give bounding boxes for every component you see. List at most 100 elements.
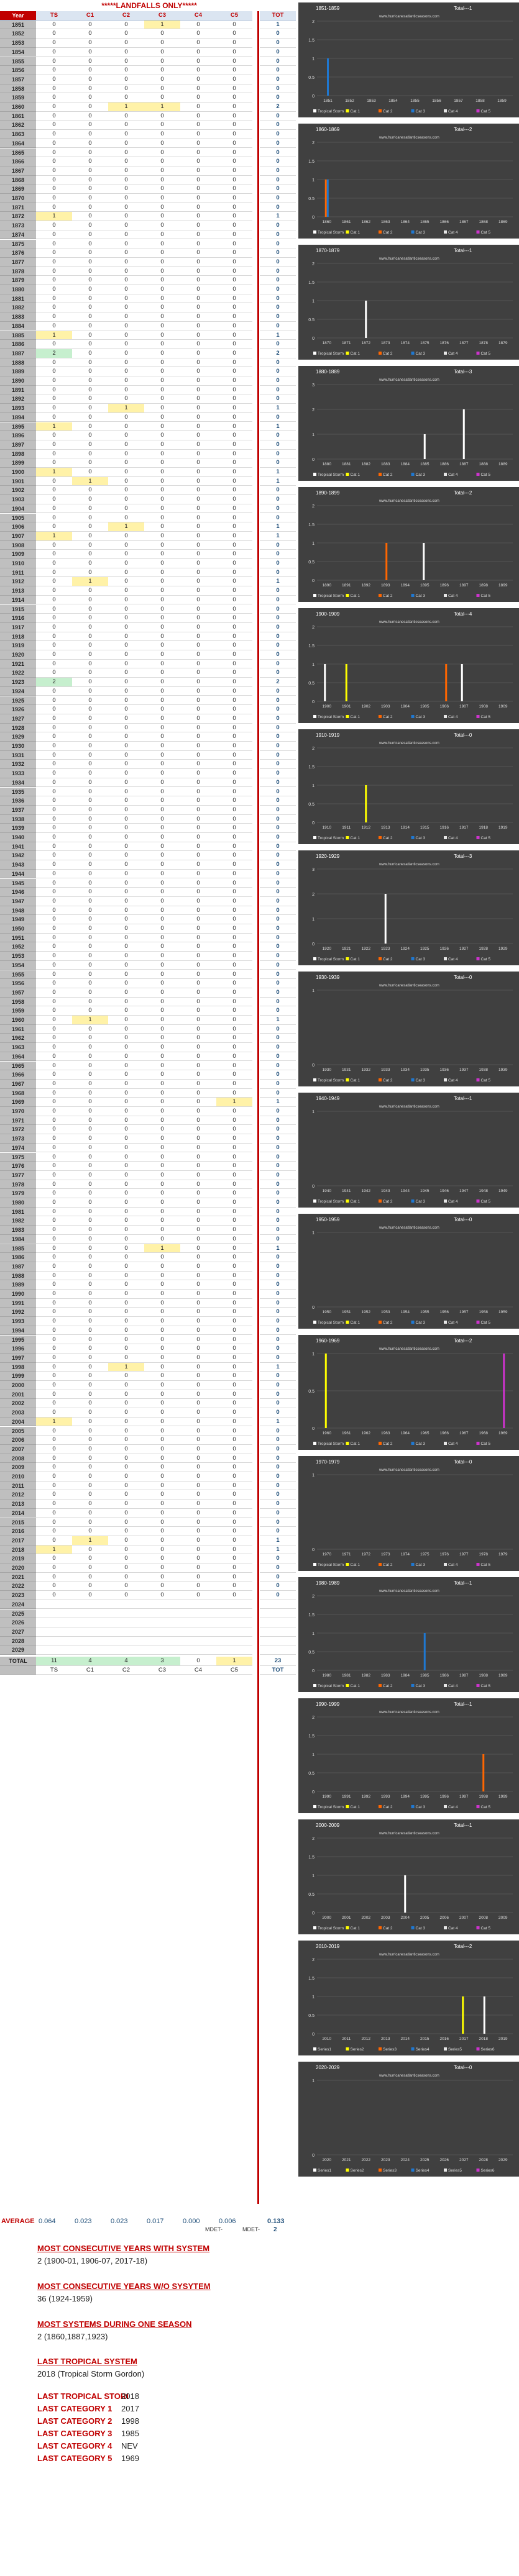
table-row-cell-0: 1897 (0, 440, 36, 450)
decade-chart: 1900-1909 Total---4 www.hurricanesatlantic… (298, 608, 519, 723)
chart-xtick: 2000 (323, 1916, 332, 1920)
table-row-cell-6: 0 (216, 732, 252, 742)
table-row-cell-4: 0 (144, 1098, 180, 1107)
table-row-cell-5: 0 (180, 714, 216, 724)
table-row-cell-6: 0 (216, 1089, 252, 1098)
table-row-cell-7: 1 (260, 1244, 296, 1254)
table-row-cell-1: 0 (36, 367, 72, 376)
table-row-cell-6: 0 (216, 1016, 252, 1025)
chart-total: Total---1 (454, 1823, 472, 1828)
table-row-cell-4: 0 (144, 1308, 180, 1318)
table-row-cell-2: 0 (72, 1518, 108, 1527)
table-row-cell-3: 0 (108, 705, 144, 714)
table-row-cell-4: 0 (144, 998, 180, 1007)
chart-legend-label: Cat 5 (481, 1926, 491, 1931)
table-row-cell-0: 1984 (0, 1234, 36, 1244)
table-row-cell-3: 0 (108, 39, 144, 48)
table-row-cell-1: 0 (36, 778, 72, 788)
table-row-cell-6: 0 (216, 988, 252, 998)
table-row: 1924 0 0 0 0 0 0 0 (0, 686, 298, 696)
chart-bar (384, 894, 387, 944)
chart-xtick: 1880 (323, 462, 332, 467)
table-row-cell-2: 0 (72, 1308, 108, 1318)
table-row: 2024 (0, 1600, 298, 1609)
chart-xtick: 2017 (459, 2037, 469, 2041)
chart-xtick: 1991 (342, 1795, 351, 1799)
table-row-cell-0: 1882 (0, 303, 36, 313)
chart-legend-swatch (379, 2169, 382, 2172)
table-row-cell-6: 0 (216, 1536, 252, 1545)
table-row-cell-7: 0 (260, 504, 296, 514)
table-row-cell-3: 0 (108, 413, 144, 422)
table-row-cell-1: 0 (36, 20, 72, 30)
table-row: 1920 0 0 0 0 0 0 0 (0, 650, 298, 660)
table-row-cell-4: 0 (144, 1490, 180, 1500)
table-row-cell-6: 0 (216, 915, 252, 924)
table-row-cell-7: 0 (260, 1034, 296, 1044)
table-row-cell-2: 0 (72, 404, 108, 413)
table-row-cell-6: 0 (216, 833, 252, 842)
table-row-cell-5: 0 (180, 139, 216, 148)
chart-ytick: 2 (312, 1716, 315, 1720)
table-row-cell-4: 0 (144, 75, 180, 84)
table-row-cell-6: 0 (216, 340, 252, 349)
table-row-cell-1: 0 (36, 1198, 72, 1208)
chart-xtick: 1985 (420, 1673, 429, 1678)
chart-legend-label: Cat 5 (481, 1563, 491, 1567)
table-row-cell-7: 0 (260, 541, 296, 550)
table-row-cell-5: 0 (180, 568, 216, 578)
table-row-cell-2: 0 (72, 1299, 108, 1308)
table-row-cell-2: 0 (72, 1326, 108, 1336)
table-row-cell-3: 0 (108, 942, 144, 952)
chart-xtick: 2008 (479, 1916, 489, 1920)
chart-legend-label: Cat 4 (448, 352, 458, 356)
table-row-cell-2: 0 (72, 687, 108, 696)
table-row-cell-7: 0 (260, 194, 296, 203)
table-row-cell-2: 0 (72, 303, 108, 313)
table-row-cell-6: 0 (216, 303, 252, 313)
chart-watermark: www.hurricanesatlanticseasons.com (379, 378, 439, 382)
chart-xtick: 1858 (475, 99, 485, 103)
table-row: 1989 0 0 0 0 0 0 0 (0, 1280, 298, 1290)
table-row: 1966 0 0 0 0 0 0 0 (0, 1070, 298, 1080)
table-row-cell-0: 1986 (0, 1253, 36, 1262)
table-row-cell-2: 0 (72, 20, 108, 30)
table-row-cell-5: 0 (180, 1171, 216, 1180)
table-row-cell-2: 0 (72, 468, 108, 477)
chart-title: 1900-1909 (316, 611, 340, 617)
table-row-cell-5: 0 (180, 504, 216, 514)
table-row-cell-7: 0 (260, 1299, 296, 1308)
table-row-cell-0: 1932 (0, 760, 36, 770)
table-row-cell-7: 0 (260, 1025, 296, 1034)
chart-legend-swatch (346, 836, 349, 839)
table-row: 1913 0 0 0 0 0 0 0 (0, 586, 298, 596)
table-row-cell-2: 0 (72, 1043, 108, 1052)
table-row-cell-5: 0 (180, 1070, 216, 1080)
chart-ytick: 1 (312, 1632, 315, 1636)
table-row: 2025 (0, 1609, 298, 1619)
chart-ytick: 0 (312, 458, 315, 462)
table-row: 1922 0 0 0 0 0 0 0 (0, 668, 298, 678)
chart-legend-swatch (444, 1078, 447, 1081)
table-row-cell-6: 0 (216, 577, 252, 587)
table-row: 1986 0 0 0 0 0 0 0 (0, 1253, 298, 1262)
chart-xtick: 1869 (498, 220, 508, 224)
table-row-cell-7 (260, 1600, 296, 1609)
chart-xtick: 1953 (381, 1310, 390, 1314)
table-row-cell-6: 0 (216, 860, 252, 870)
table-row: 1954 0 0 0 0 0 0 0 (0, 960, 298, 970)
table-row: 1873 0 0 0 0 0 0 0 (0, 221, 298, 230)
chart-title: 1890-1899 (316, 490, 340, 496)
table-row-cell-0: 1857 (0, 75, 36, 84)
table-row-cell-3: 0 (108, 1052, 144, 1062)
table-row-cell-5: 0 (180, 1554, 216, 1563)
table-row-cell-5: 0 (180, 970, 216, 980)
table-row-cell-3: 0 (108, 75, 144, 84)
chart-legend-label: Cat 3 (416, 352, 426, 356)
table-row-cell-2: 0 (72, 486, 108, 496)
table-row-cell-0: 1929 (0, 732, 36, 742)
table-row-cell-2: 0 (72, 221, 108, 230)
table-row: 1858 0 0 0 0 0 0 0 (0, 84, 298, 94)
decade-chart-svg: 1851-1859 Total---1www.hurricanesatlantic… (298, 2, 519, 117)
table-row-cell-4: 0 (144, 1134, 180, 1144)
